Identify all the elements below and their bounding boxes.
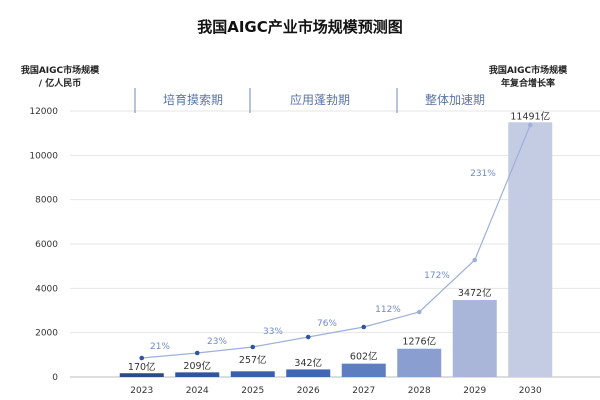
x-tick-label: 2027: [352, 386, 375, 396]
growth-label: 231%: [470, 169, 496, 179]
growth-point: [527, 122, 533, 128]
x-tick-label: 2024: [186, 386, 209, 396]
growth-label: 33%: [263, 327, 283, 337]
y-tick-label: 0: [52, 373, 58, 383]
bar-2030: [508, 122, 553, 377]
x-tick-label: 2029: [463, 386, 486, 396]
phase-label: 应用蓬勃期: [290, 92, 350, 107]
y-axis-right-label-1: 我国AIGC市场规模: [489, 64, 568, 76]
x-tick-label: 2030: [519, 386, 542, 396]
y-tick-label: 12000: [29, 107, 58, 117]
growth-label: 76%: [317, 319, 337, 329]
y-tick-label: 2000: [35, 329, 58, 339]
y-tick-label: 8000: [35, 196, 58, 206]
growth-point: [416, 309, 422, 315]
bar-2024: [175, 372, 220, 377]
bar-2025: [230, 371, 275, 377]
growth-label: 23%: [207, 337, 227, 347]
bar-2028: [397, 348, 442, 377]
bar-data-label: 3472亿: [458, 287, 492, 299]
growth-point: [472, 257, 478, 263]
phase-label: 培育摸索期: [163, 92, 223, 107]
y-tick-label: 4000: [35, 284, 58, 294]
phase-label: 整体加速期: [425, 92, 485, 107]
bar-data-label: 170亿: [128, 361, 156, 373]
y-axis-left-label-1: 我国AIGC市场规模: [21, 64, 100, 76]
growth-point: [194, 350, 200, 356]
growth-label: 21%: [150, 342, 170, 352]
bar-2026: [286, 369, 331, 377]
y-tick-label: 10000: [29, 151, 58, 161]
x-tick-label: 2023: [130, 386, 153, 396]
chart-title: 我国AIGC产业市场规模预测图: [197, 18, 403, 36]
growth-label: 112%: [375, 305, 401, 315]
x-tick-label: 2026: [297, 386, 320, 396]
bar-2027: [341, 363, 386, 377]
y-axis-right-label-2: 年复合增长率: [501, 77, 555, 89]
bar-data-label: 209亿: [183, 360, 211, 372]
x-tick-label: 2025: [241, 386, 264, 396]
x-tick-label: 2028: [408, 386, 431, 396]
growth-point: [361, 324, 367, 330]
bar-2023: [119, 373, 164, 377]
growth-point: [305, 334, 311, 340]
growth-line: [141, 124, 531, 359]
growth-point: [250, 344, 256, 350]
bar-2029: [452, 300, 497, 377]
growth-label: 172%: [424, 271, 450, 281]
bar-data-label: 257亿: [239, 354, 267, 366]
y-tick-label: 6000: [35, 240, 58, 250]
y-axis-left-label-2: / 亿人民币: [39, 77, 81, 89]
bar-data-label: 602亿: [350, 351, 378, 363]
bar-data-label: 342亿: [294, 357, 322, 369]
bar-data-label: 1276亿: [402, 336, 436, 348]
bar-data-label: 11491亿: [510, 110, 550, 122]
growth-point: [139, 355, 145, 361]
